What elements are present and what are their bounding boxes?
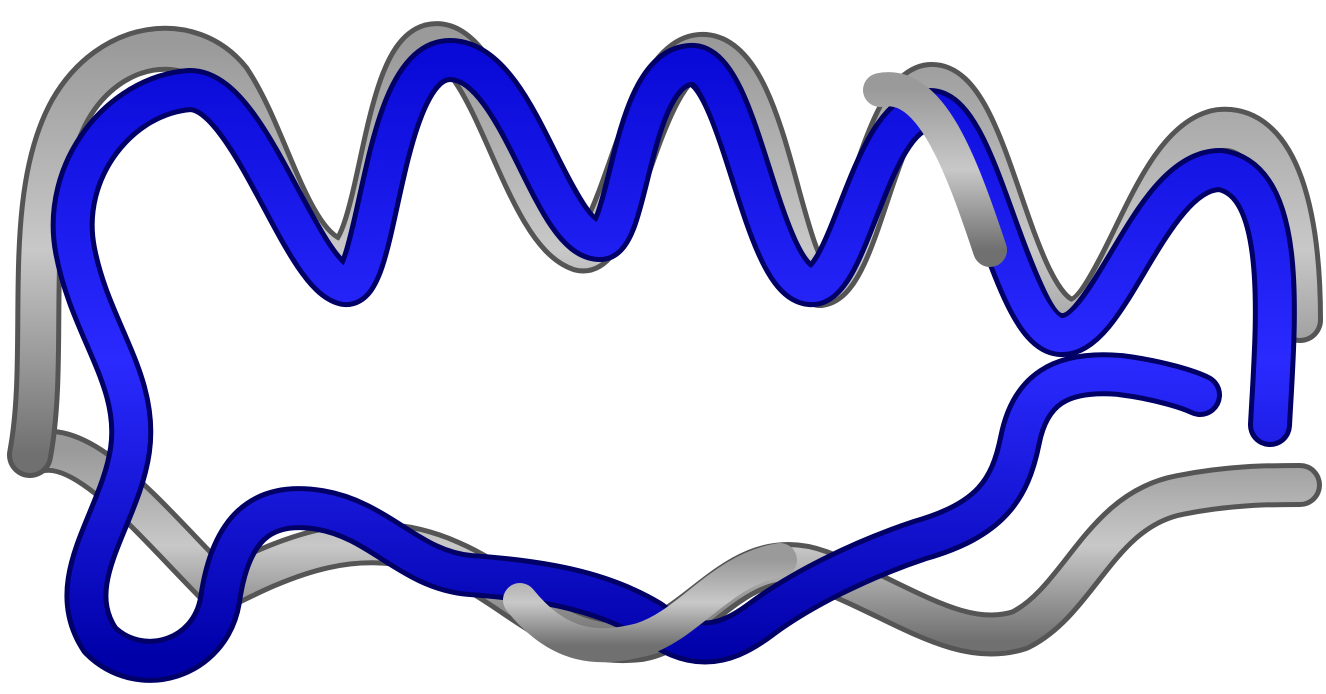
gray-front-segment: [863, 72, 1007, 267]
gray-front-segment: [503, 543, 797, 663]
